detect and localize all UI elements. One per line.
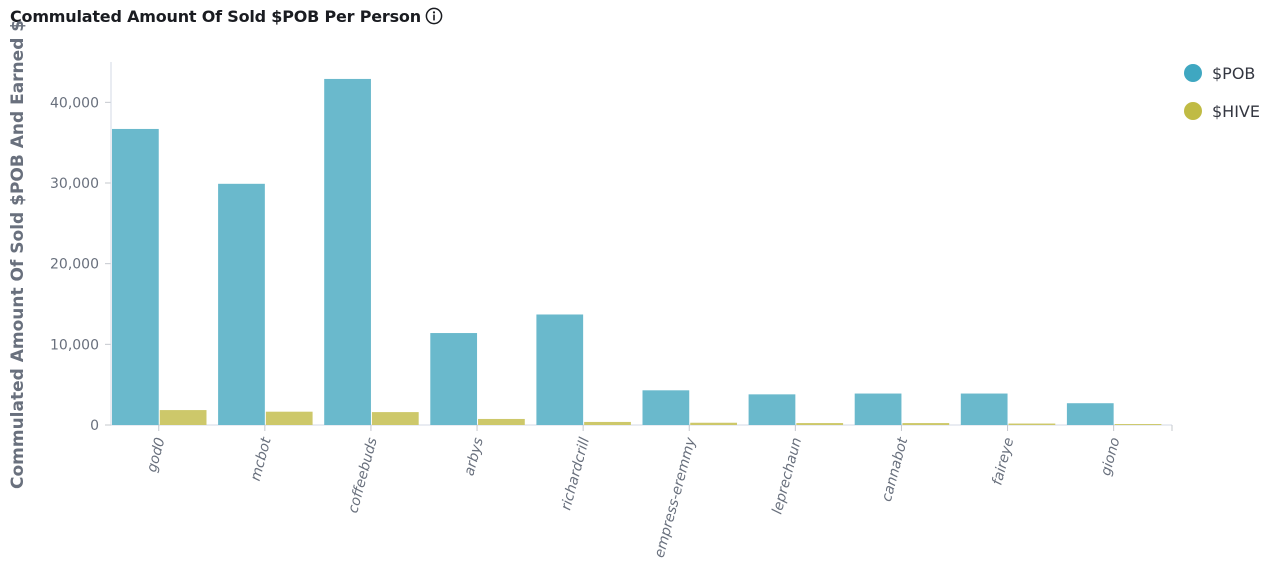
bar-pob-empress-eremmy [642, 390, 690, 425]
x-tick-label: faireye [989, 436, 1017, 487]
y-tick-label: 10,000 [50, 337, 99, 353]
bar-hive-leprechaun [796, 423, 844, 425]
y-tick-label: 0 [90, 418, 99, 434]
bar-hive-giono [1114, 424, 1162, 425]
chart-legend: $POB $HIVE [1184, 54, 1260, 130]
legend-item-hive[interactable]: $HIVE [1184, 92, 1260, 130]
bar-pob-coffeebuds [324, 78, 371, 425]
bar-hive-coffeebuds [371, 412, 419, 425]
bar-hive-mcbot [265, 411, 313, 425]
legend-label-hive: $HIVE [1212, 101, 1260, 121]
bar-pob-richardcrill [536, 314, 584, 425]
bar-hive-richardcrill [584, 421, 631, 425]
bar-pob-cannabot [854, 393, 902, 425]
y-axis-title: Commulated Amount Of Sold $POB And Earne… [8, 20, 28, 489]
bar-pob-giono [1066, 403, 1114, 425]
x-tick-label: richardcrill [558, 436, 593, 512]
y-tick-label: 40,000 [50, 95, 99, 111]
bar-hive-arbys [478, 418, 525, 425]
bar-hive-empress-eremmy [690, 422, 737, 425]
bar-pob-leprechaun [748, 394, 796, 425]
x-tick-label: leprechaun [769, 436, 805, 516]
x-tick-label: mcbot [248, 435, 275, 482]
bar-pob-faireye [960, 393, 1008, 425]
legend-label-pob: $POB [1212, 63, 1256, 83]
y-tick-label: 30,000 [50, 176, 99, 192]
bar-hive-faireye [1008, 423, 1056, 425]
chart-header: Commulated Amount Of Sold $POB Per Perso… [10, 4, 443, 28]
bar-hive-god0 [159, 410, 207, 425]
x-tick-label: coffeebuds [345, 436, 381, 515]
x-tick-label: god0 [144, 436, 169, 474]
x-tick-label: giono [1098, 436, 1123, 478]
legend-swatch-pob [1184, 64, 1202, 82]
legend-swatch-hive [1184, 102, 1202, 120]
x-tick-label: arbys [461, 436, 487, 478]
bar-pob-god0 [112, 128, 159, 425]
bar-pob-mcbot [218, 183, 265, 425]
y-tick-label: 20,000 [50, 257, 99, 273]
bar-pob-arbys [430, 333, 478, 425]
info-icon[interactable] [425, 7, 443, 25]
x-tick-label: cannabot [879, 435, 912, 503]
legend-item-pob[interactable]: $POB [1184, 54, 1260, 92]
x-tick-label: empress-eremmy [652, 435, 700, 559]
bar-hive-cannabot [902, 423, 950, 425]
chart-title: Commulated Amount Of Sold $POB Per Perso… [10, 6, 421, 26]
